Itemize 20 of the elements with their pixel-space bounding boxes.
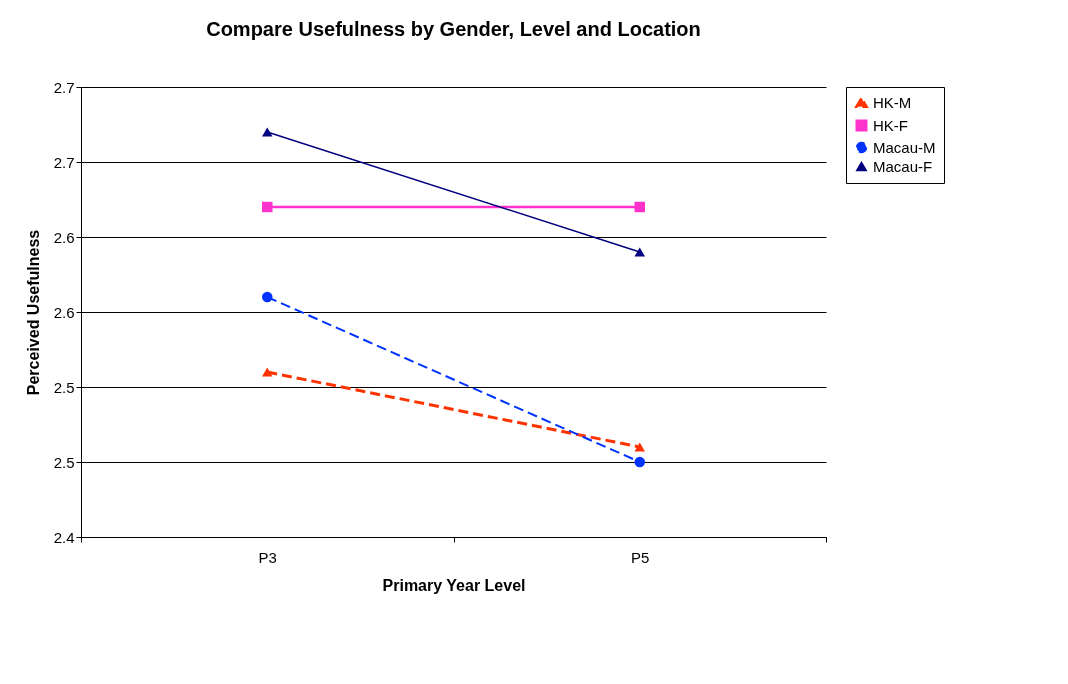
y-tick-label: 2.5 — [53, 453, 75, 471]
point — [262, 201, 273, 213]
x-axis-title: Primary Year Level — [382, 576, 526, 594]
legend-label: HK-F — [873, 116, 908, 134]
y-tick-label: 2.6 — [53, 303, 75, 321]
y-tick-label: 2.5 — [53, 378, 75, 396]
y-tick-label: 2.7 — [53, 153, 75, 171]
legend-label: Macau-F — [873, 157, 933, 175]
y-tick-label: 2.6 — [53, 228, 75, 246]
chart-title: Compare Usefulness by Gender, Level and Location — [206, 18, 701, 40]
y-axis-title: Perceived Usefulness — [24, 229, 42, 396]
point — [634, 456, 645, 468]
legend-label: HK-M — [873, 93, 912, 111]
y-tick-label: 2.7 — [53, 78, 75, 96]
legend-label: Macau-M — [873, 138, 936, 156]
x-tick-label: P5 — [631, 548, 650, 566]
point — [262, 291, 273, 303]
x-tick-label: P3 — [258, 548, 277, 566]
y-tick-label: 2.4 — [53, 528, 75, 546]
point — [634, 201, 645, 213]
